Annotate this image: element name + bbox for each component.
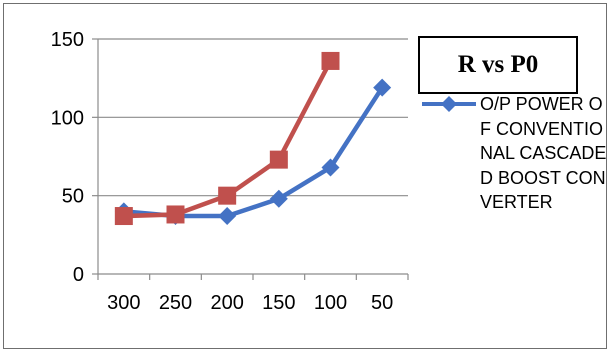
y-tick-label: 50 [62, 186, 84, 208]
x-tick-label: 200 [210, 292, 243, 314]
series-1 [115, 79, 391, 225]
y-tick-labels: 0 50 100 150 [51, 29, 84, 286]
axes [92, 39, 408, 280]
x-tick-label: 100 [314, 292, 347, 314]
x-tick-label: 50 [371, 292, 393, 314]
legend-label-series-1: O/P POWER OF CONVENTIONAL CASCADED BOOST… [480, 92, 608, 215]
series-2 [115, 52, 340, 225]
data-point [115, 207, 133, 225]
data-point [218, 187, 236, 205]
y-tick-label: 0 [73, 264, 84, 286]
data-point [218, 207, 236, 225]
data-point [167, 205, 185, 223]
x-tick-label: 250 [159, 292, 192, 314]
series-1-line [124, 88, 382, 216]
y-tick-label: 100 [51, 107, 84, 129]
x-tick-label: 150 [262, 292, 295, 314]
data-point [270, 151, 288, 169]
legend-swatch-series-1 [418, 92, 480, 116]
data-point [322, 52, 340, 70]
x-tick-labels: 300 250 200 150 100 50 [107, 292, 393, 314]
chart-title: R vs P0 [418, 36, 578, 94]
x-tick-label: 300 [107, 292, 140, 314]
series [115, 52, 391, 225]
y-tick-label: 150 [51, 29, 84, 51]
